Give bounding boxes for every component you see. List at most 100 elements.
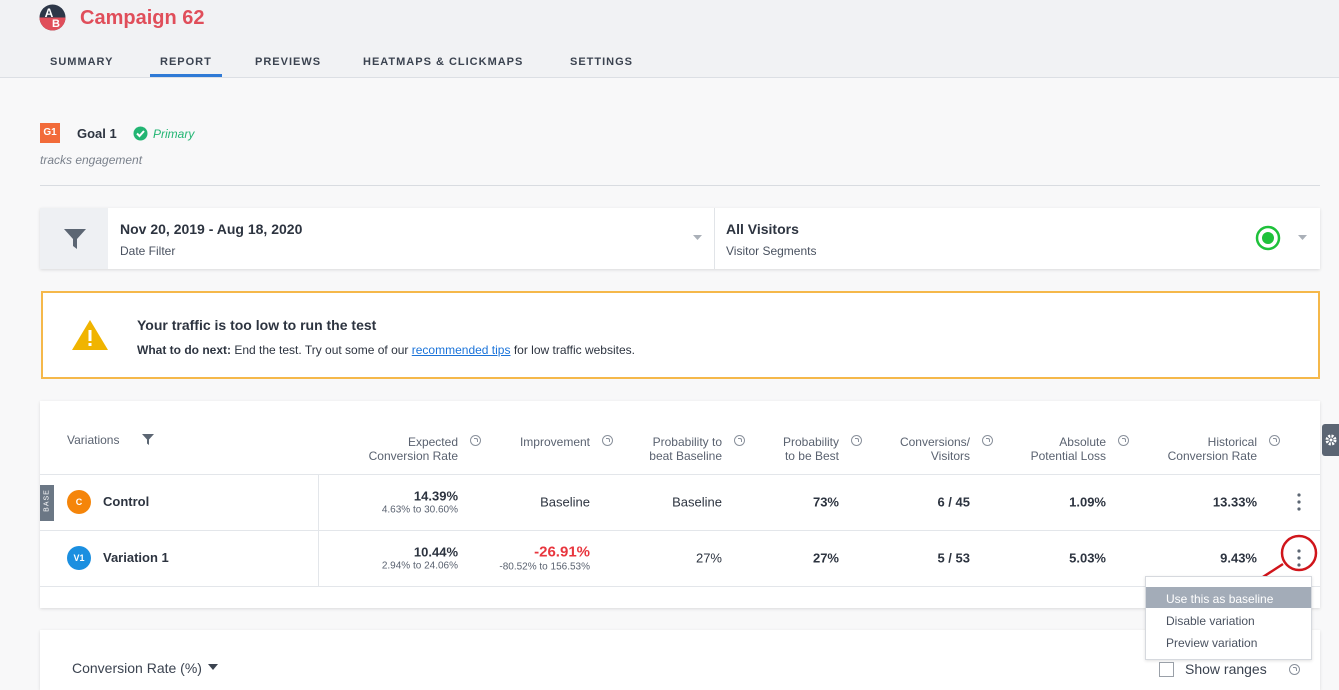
- cell: 5 / 53: [937, 551, 970, 566]
- variations-filter[interactable]: [142, 434, 154, 445]
- divider: [714, 208, 715, 269]
- date-range[interactable]: Nov 20, 2019 - Aug 18, 2020: [120, 221, 303, 237]
- cell: -26.91% -80.52% to 156.53%: [499, 544, 590, 573]
- column-header: Expected Conversion Rate: [369, 435, 458, 463]
- checkbox[interactable]: [1159, 662, 1174, 677]
- cell-value: 6 / 45: [937, 494, 970, 510]
- column-header: Historical Conversion Rate: [1168, 435, 1257, 463]
- cell-value: 1.09%: [1069, 494, 1106, 510]
- column-header-line: Conversion Rate: [368, 449, 458, 463]
- cell: 10.44% 2.94% to 24.06%: [382, 545, 458, 572]
- campaign-title: Campaign 62: [80, 7, 205, 29]
- active-tab-indicator: [150, 74, 222, 77]
- tab[interactable]: HEATMAPS & CLICKMAPS: [363, 56, 524, 68]
- cell-range: -80.52% to 156.53%: [499, 561, 590, 573]
- warning-icon: [72, 320, 108, 350]
- date-filter-label: Date Filter: [120, 244, 176, 258]
- variations-header: Variations: [67, 433, 120, 447]
- base-label: BASE: [43, 489, 51, 512]
- cell: 1.09%: [1069, 495, 1106, 510]
- kebab-menu[interactable]: [1296, 548, 1302, 568]
- column-header-line: beat Baseline: [649, 449, 722, 463]
- logo-a: A: [45, 6, 54, 20]
- segment-label: Visitor Segments: [726, 244, 817, 258]
- alert: Your traffic is too low to run the test …: [41, 291, 1320, 379]
- cell: Baseline: [540, 495, 590, 510]
- tab[interactable]: SUMMARY: [50, 56, 114, 68]
- cell: 5.03%: [1069, 551, 1106, 566]
- cell-value: 10.44%: [413, 544, 458, 560]
- filter-bar: Nov 20, 2019 - Aug 18, 2020 Date Filter …: [40, 208, 1320, 269]
- dropdown-caret[interactable]: [1298, 235, 1307, 240]
- cell: 13.33%: [1213, 495, 1257, 510]
- tab[interactable]: PREVIEWS: [255, 56, 322, 68]
- column-header-line: Improvement: [519, 435, 590, 449]
- help-icon[interactable]: [1289, 664, 1300, 675]
- column-header-line: Expected: [407, 435, 458, 449]
- help-icon[interactable]: [851, 435, 862, 446]
- logo: A B: [39, 4, 66, 31]
- cell-range: 2.94% to 24.06%: [381, 560, 458, 572]
- cell-value: 9.43%: [1220, 550, 1257, 566]
- logo-b: B: [52, 18, 60, 30]
- menu-item[interactable]: Use this as baseline: [1146, 587, 1311, 608]
- goal-name: Goal 1: [77, 126, 117, 141]
- filter-icon: [64, 229, 86, 249]
- tips-link[interactable]: recommended tips: [411, 343, 511, 357]
- cell-value: 27%: [695, 550, 722, 566]
- column-header-line: Absolute: [1059, 435, 1106, 449]
- variation-name[interactable]: Variation 1: [103, 550, 169, 565]
- menu-item[interactable]: Disable variation: [1166, 614, 1255, 628]
- check-icon: [133, 126, 148, 141]
- help-icon[interactable]: [1269, 435, 1280, 446]
- status-indicator: [1255, 225, 1281, 251]
- help-icon[interactable]: [602, 435, 613, 446]
- cell-value: 13.33%: [1212, 494, 1257, 510]
- cell: 27%: [696, 551, 722, 566]
- menu-item[interactable]: Preview variation: [1166, 636, 1258, 650]
- cell-value: 27%: [812, 550, 839, 566]
- goal-description: tracks engagement: [40, 153, 143, 167]
- results-table: [40, 401, 1320, 608]
- help-icon[interactable]: [734, 435, 745, 446]
- cell: 9.43%: [1220, 551, 1257, 566]
- help-icon[interactable]: [1118, 435, 1129, 446]
- column-header-line: Historical: [1207, 435, 1257, 449]
- column-header-line: Potential Loss: [1030, 449, 1106, 463]
- header: [0, 0, 1339, 78]
- cell-value: Baseline: [540, 494, 590, 510]
- cell: 73%: [813, 495, 839, 510]
- metric-selector[interactable]: Conversion Rate (%): [72, 660, 202, 676]
- row-divider: [40, 586, 1320, 587]
- goal-badge: G1: [40, 123, 60, 143]
- column-header: Absolute Potential Loss: [1031, 435, 1106, 463]
- goal-status: Primary: [153, 127, 195, 141]
- settings-tab[interactable]: [1322, 424, 1339, 456]
- alert-body: What to do next: End the test. Try out s…: [137, 343, 635, 357]
- cell: 14.39% 4.63% to 30.60%: [382, 489, 458, 516]
- help-icon[interactable]: [470, 435, 481, 446]
- dropdown-caret[interactable]: [208, 664, 218, 670]
- cell-value: -26.91%: [534, 543, 590, 561]
- alert-lead: What to do next:: [137, 343, 231, 357]
- segment[interactable]: All Visitors: [726, 221, 799, 237]
- dropdown-caret[interactable]: [693, 235, 702, 240]
- cell: 27%: [813, 551, 839, 566]
- cell-value: 73%: [812, 494, 839, 510]
- variation-name[interactable]: Control: [103, 494, 150, 509]
- kebab-menu[interactable]: [1296, 492, 1302, 512]
- variation-badge: C: [67, 490, 91, 514]
- help-icon[interactable]: [982, 435, 993, 446]
- cell: 6 / 45: [937, 495, 970, 510]
- tab[interactable]: SETTINGS: [570, 56, 634, 68]
- cell: Baseline: [672, 495, 722, 510]
- divider: [40, 185, 1320, 186]
- column-header-line: Probability to: [652, 435, 722, 449]
- column-header-line: Conversion Rate: [1167, 449, 1257, 463]
- cell-range: 4.63% to 30.60%: [381, 504, 458, 516]
- show-ranges-label[interactable]: Show ranges: [1185, 661, 1267, 677]
- cell-value: 14.39%: [413, 488, 458, 504]
- tab[interactable]: REPORT: [160, 56, 212, 68]
- chart-panel: [40, 630, 1320, 690]
- column-header-line: Conversions/: [899, 435, 970, 449]
